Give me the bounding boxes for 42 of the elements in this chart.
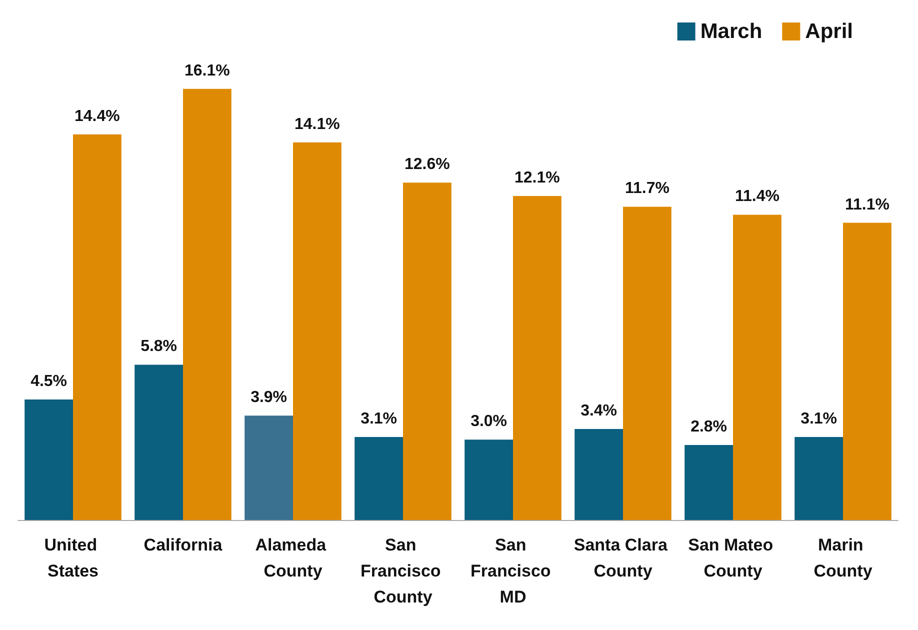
data-label: 16.1%: [184, 62, 230, 80]
data-label: 3.1%: [800, 410, 838, 428]
data-label: 11.4%: [734, 188, 780, 206]
bar: [794, 436, 843, 520]
data-label: 3.0%: [470, 413, 508, 430]
x-tick-label: United States: [44, 536, 102, 580]
bar: [843, 222, 892, 520]
data-label: 12.1%: [514, 169, 560, 186]
bar: [24, 400, 73, 520]
data-label: 4.5%: [30, 373, 68, 390]
bar: [574, 428, 623, 520]
bar: [73, 134, 122, 520]
data-label: 3.4%: [580, 402, 618, 420]
legend-label: April: [805, 20, 854, 43]
x-tick-label: Marin County: [814, 536, 873, 580]
data-label: 3.1%: [360, 410, 398, 428]
data-label: 11.1%: [844, 196, 890, 214]
bar: [733, 214, 782, 520]
data-label: 14.4%: [74, 108, 120, 125]
data-label: 14.1%: [294, 116, 340, 133]
x-tick-label: San Mateo County: [688, 536, 778, 580]
bar: [464, 440, 513, 520]
bar: [293, 142, 342, 520]
data-label: 2.8%: [690, 418, 728, 436]
bar: [684, 445, 733, 520]
bar: [623, 206, 672, 520]
data-label: 3.9%: [250, 389, 288, 406]
x-tick-label: Santa Clara County: [574, 536, 672, 580]
bar: [513, 196, 562, 520]
x-tick-label: California: [144, 536, 223, 554]
bar: [244, 416, 293, 520]
x-tick-label: San Francisco MD: [470, 536, 556, 606]
bar: [354, 436, 403, 520]
legend-label: March: [700, 20, 762, 43]
data-label: 5.8%: [140, 338, 178, 356]
x-tick-label: San Francisco County: [360, 536, 446, 606]
data-label: 11.7%: [624, 180, 670, 198]
data-label: 12.6%: [404, 156, 450, 174]
bar: [134, 364, 183, 520]
bar: [183, 88, 232, 520]
x-tick-label: Alameda County: [255, 536, 331, 580]
bar: [403, 182, 452, 520]
